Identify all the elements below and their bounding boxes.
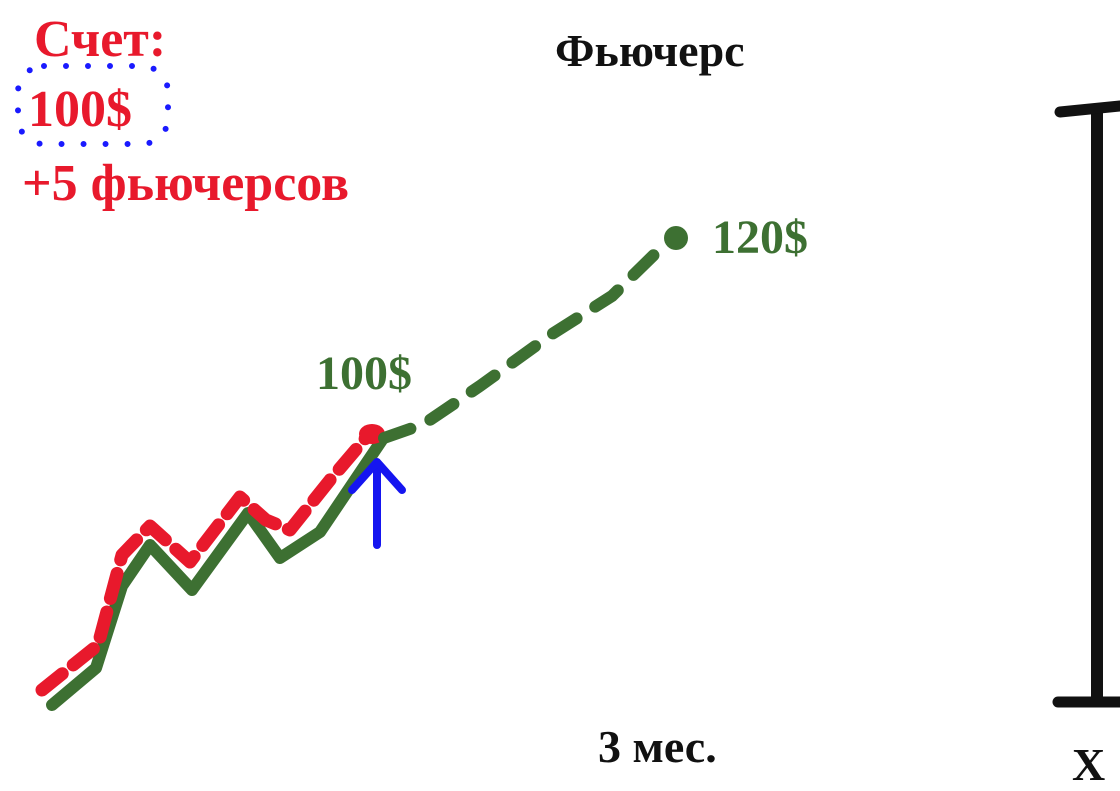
period-label: 3 мес. xyxy=(598,721,717,772)
account-value: 100$ xyxy=(28,81,132,138)
axis-end-label: X xyxy=(1072,739,1106,790)
target-price-point xyxy=(664,226,688,250)
target-price-label: 120$ xyxy=(712,211,808,264)
time-bracket xyxy=(1052,100,1120,708)
account-value-dotted-frame xyxy=(15,63,171,147)
current-price-label: 100$ xyxy=(316,347,412,400)
account-title: Счет: xyxy=(34,11,167,68)
chart-title: Фьючерс xyxy=(555,25,745,76)
projected-price-dashed-line xyxy=(378,235,674,444)
arrow-up-icon xyxy=(348,458,406,549)
account-futures: +5 фьючерсов xyxy=(22,155,350,212)
expectation-dashed-line xyxy=(35,426,377,697)
